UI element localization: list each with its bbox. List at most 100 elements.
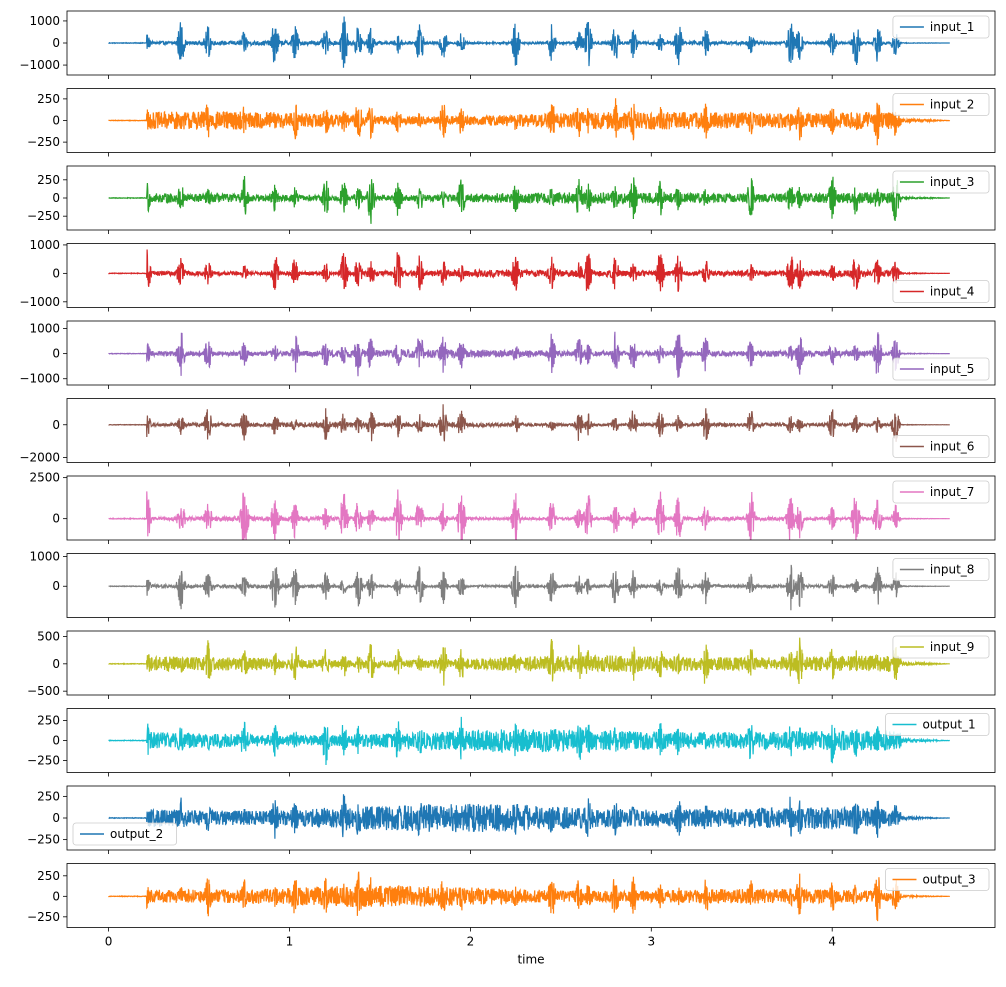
y-tick-label: 500	[37, 629, 60, 643]
y-tick-label: 2500	[29, 471, 60, 485]
y-tick-label: 0	[52, 734, 60, 748]
legend-input_8: input_8	[892, 558, 990, 581]
legend-input_4: input_4	[892, 280, 990, 303]
legend-output_1: output_1	[885, 713, 990, 736]
legend-label: output_3	[922, 873, 975, 887]
x-tick-label: 0	[105, 935, 113, 949]
legend-output_2: output_2	[72, 822, 177, 846]
axes-frame	[66, 398, 996, 463]
legend-box	[885, 713, 990, 736]
legend-label: output_1	[922, 718, 975, 732]
y-tick-label: 0	[52, 114, 60, 128]
y-tick-label: −250	[27, 209, 60, 223]
legend-input_9: input_9	[892, 635, 990, 659]
y-tick-label: 0	[52, 191, 60, 205]
series-line-input_6	[108, 404, 950, 442]
y-tick-label: 250	[37, 789, 60, 803]
y-tick-label: −250	[27, 135, 60, 149]
y-tick-label: −2000	[19, 451, 60, 465]
series-line-input_5	[108, 331, 950, 378]
subplot-input_8: 0 1000 input_8	[29, 549, 996, 622]
series-line-output_1	[108, 716, 950, 766]
legend-box	[885, 868, 990, 891]
subplot-input_4: −1000 0 1000 input_4	[19, 238, 996, 312]
subplot-output_2: −250 0 250 output_2	[27, 785, 996, 854]
axes-frame	[66, 320, 996, 386]
x-tick-label: 1	[286, 935, 294, 949]
axes-frame	[66, 863, 996, 928]
y-tick-label: 1000	[29, 549, 60, 563]
y-tick-label: −1000	[19, 58, 60, 72]
y-tick-label: 250	[37, 869, 60, 883]
x-tick-label: 2	[467, 935, 475, 949]
legend-label: input_9	[930, 640, 975, 654]
y-tick-label: 0	[52, 512, 60, 526]
series-line-output_2	[108, 794, 950, 839]
legend-label: input_5	[930, 362, 975, 376]
legend-box	[892, 93, 990, 116]
y-tick-label: 0	[52, 347, 60, 361]
subplot-stack: −1000 0 1000 input_1 −250 0 250 input_2 −250 0 250…	[19, 10, 996, 932]
y-tick-label: 250	[37, 173, 60, 187]
legend-box	[892, 357, 990, 381]
legend-box	[72, 822, 177, 846]
legend-input_3: input_3	[892, 170, 990, 194]
y-tick-label: 0	[52, 418, 60, 432]
subplot-output_1: −250 0 250 output_1	[27, 708, 996, 777]
axes-frame	[66, 243, 996, 308]
legend-label: input_6	[930, 440, 975, 454]
x-tick-label: 3	[647, 935, 655, 949]
series-line-output_3	[108, 871, 950, 922]
y-tick-label: 0	[52, 579, 60, 593]
y-tick-label: −500	[27, 684, 60, 698]
x-tick-label: 4	[828, 935, 836, 949]
axes-frame	[66, 630, 996, 696]
legend-box	[892, 280, 990, 303]
legend-output_3: output_3	[885, 868, 990, 891]
y-tick-label: 250	[37, 714, 60, 728]
subplot-input_9: −500 0 500 input_9	[27, 629, 996, 699]
axes-frame	[66, 553, 996, 618]
series-line-input_9	[108, 637, 950, 686]
y-tick-label: −1000	[19, 295, 60, 309]
legend-box	[892, 480, 990, 504]
y-tick-label: 0	[52, 36, 60, 50]
legend-input_7: input_7	[892, 480, 990, 504]
legend-box	[892, 635, 990, 659]
y-tick-label: 0	[52, 657, 60, 671]
subplot-input_6: −2000 0 input_6	[19, 398, 996, 467]
legend-input_5: input_5	[892, 357, 990, 381]
subplot-input_5: −1000 0 1000 input_5	[19, 320, 996, 389]
legend-input_2: input_2	[892, 93, 990, 116]
legend-input_1: input_1	[892, 15, 990, 39]
y-tick-label: 0	[52, 889, 60, 903]
series-line-input_3	[108, 175, 950, 224]
subplot-input_1: −1000 0 1000 input_1	[19, 10, 996, 79]
y-tick-label: −1000	[19, 372, 60, 386]
legend-label: input_8	[930, 563, 975, 577]
y-tick-label: 0	[52, 266, 60, 280]
series-line-input_2	[108, 98, 951, 146]
x-axis-label: time	[517, 953, 544, 967]
legend-box	[892, 15, 990, 39]
legend-box	[892, 435, 990, 458]
y-tick-label: 1000	[29, 14, 60, 28]
series-line-input_7	[108, 489, 950, 540]
axes-frame	[66, 475, 996, 541]
legend-label: input_4	[930, 285, 975, 299]
series-line-input_8	[108, 564, 950, 611]
legend-label: input_1	[930, 20, 975, 34]
y-tick-label: 1000	[29, 238, 60, 252]
legend-label: input_7	[930, 485, 975, 499]
y-tick-label: 0	[52, 811, 60, 825]
subplot-input_7: 0 2500 input_7	[29, 471, 996, 544]
subplot-input_3: −250 0 250 input_3	[27, 165, 996, 234]
y-tick-label: −250	[27, 833, 60, 847]
y-tick-label: −250	[27, 910, 60, 924]
legend-box	[892, 558, 990, 581]
y-tick-label: 1000	[29, 322, 60, 336]
subplot-output_3: −250 0 250 output_3	[27, 863, 996, 932]
series-line-input_1	[108, 16, 950, 68]
series-line-input_4	[108, 249, 950, 292]
